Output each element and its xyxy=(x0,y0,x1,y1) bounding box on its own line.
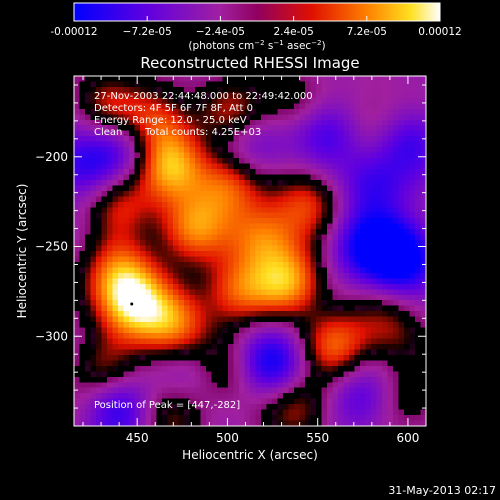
annotation-detectors: Detectors: 4F 5F 6F 7F 8F, Att 0 xyxy=(94,103,253,114)
x-axis-label: Heliocentric X (arcsec) xyxy=(182,448,318,462)
colorbar-unit-label: (photons cm−2 s−1 asec−2) xyxy=(188,39,325,52)
colorbar-frame xyxy=(73,2,441,22)
heatmap-image xyxy=(74,76,426,426)
colorbar-tick-labels: -0.00012 −7.2e-05 −2.4e-05 2.4e-05 7.2e-05 0.… xyxy=(50,26,461,38)
colorbar-tick-label: −2.4e-05 xyxy=(196,26,245,38)
axis-tick-labels: 450 500 550 600 −200 −250 −300 xyxy=(35,150,419,445)
colorbar-tick-label: -0.00012 xyxy=(50,26,97,38)
plot-frame xyxy=(73,75,427,427)
x-tick-label: 550 xyxy=(306,431,329,445)
y-tick-label: −200 xyxy=(35,150,68,164)
colorbar-tick-label: 7.2e-05 xyxy=(347,26,387,38)
annotation-time-range: 27-Nov-2003 22:44:48.000 to 22:49:42.000 xyxy=(94,91,313,102)
x-tick-label: 450 xyxy=(126,431,149,445)
peak-marker xyxy=(130,302,134,306)
axis-ticks xyxy=(74,76,427,427)
colorbar xyxy=(74,3,440,21)
y-tick-label: −300 xyxy=(35,329,68,343)
colorbar-ticks xyxy=(73,16,441,21)
x-tick-label: 500 xyxy=(216,431,239,445)
y-axis-label: Heliocentric Y (arcsec) xyxy=(15,184,29,319)
annotation-energy: Energy Range: 12.0 - 25.0 keV xyxy=(94,115,247,126)
footer-date: 31-May-2013 02:17 xyxy=(388,484,496,497)
colorbar-tick-label: 0.00012 xyxy=(418,26,461,38)
chart-title: Reconstructed RHESSI Image xyxy=(140,54,359,72)
colorbar-tick-label: −7.2e-05 xyxy=(123,26,172,38)
annotation-total-counts: Total counts: 4.25E+03 xyxy=(144,127,261,138)
colorbar-tick-label: 2.4e-05 xyxy=(273,26,313,38)
annotation-method: Clean xyxy=(94,127,122,138)
annotation-peak: Position of Peak = [447,-282] xyxy=(94,400,240,411)
x-tick-label: 600 xyxy=(396,431,419,445)
y-tick-label: −250 xyxy=(35,240,68,254)
